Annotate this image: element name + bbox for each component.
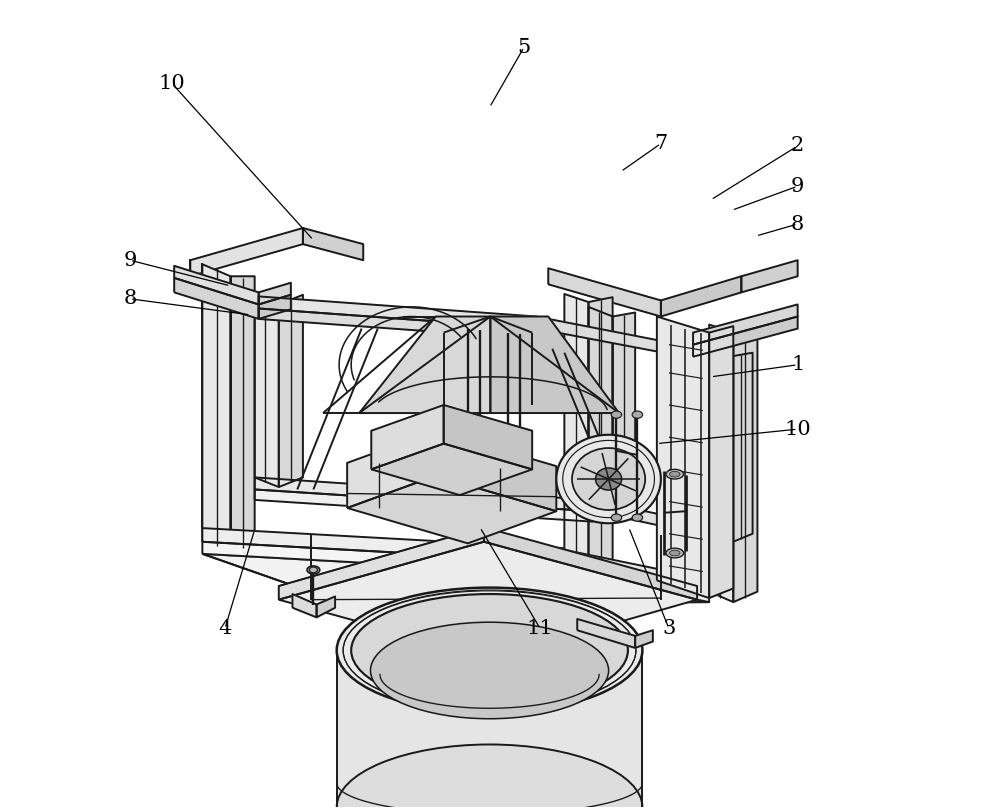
Polygon shape — [337, 650, 642, 808]
Polygon shape — [657, 317, 709, 598]
Polygon shape — [259, 295, 291, 319]
Polygon shape — [548, 268, 661, 317]
Ellipse shape — [632, 514, 643, 522]
Polygon shape — [436, 431, 556, 511]
Ellipse shape — [351, 594, 628, 706]
Text: 10: 10 — [158, 74, 185, 92]
Polygon shape — [444, 405, 532, 469]
Polygon shape — [255, 489, 593, 522]
Polygon shape — [588, 297, 613, 573]
Polygon shape — [371, 405, 444, 469]
Polygon shape — [279, 542, 697, 659]
Ellipse shape — [666, 548, 684, 558]
Ellipse shape — [572, 448, 645, 510]
Polygon shape — [202, 264, 231, 554]
Text: 8: 8 — [123, 289, 137, 309]
Polygon shape — [347, 431, 436, 508]
Polygon shape — [706, 348, 729, 544]
Polygon shape — [729, 352, 753, 544]
Polygon shape — [741, 260, 798, 292]
Polygon shape — [733, 328, 757, 602]
Polygon shape — [259, 309, 536, 339]
Polygon shape — [190, 228, 303, 276]
Polygon shape — [661, 276, 741, 317]
Text: 2: 2 — [791, 136, 804, 156]
Text: 5: 5 — [518, 37, 531, 57]
Polygon shape — [231, 276, 255, 554]
Polygon shape — [359, 317, 490, 413]
Ellipse shape — [596, 468, 622, 490]
Polygon shape — [292, 594, 317, 617]
Polygon shape — [259, 296, 536, 329]
Polygon shape — [202, 542, 564, 574]
Text: 4: 4 — [218, 619, 232, 638]
Polygon shape — [255, 477, 593, 511]
Ellipse shape — [632, 411, 643, 418]
Ellipse shape — [611, 514, 622, 522]
Polygon shape — [693, 305, 798, 345]
Ellipse shape — [670, 550, 680, 556]
Polygon shape — [593, 500, 705, 535]
Text: 11: 11 — [527, 619, 554, 638]
Text: 3: 3 — [662, 619, 676, 638]
Ellipse shape — [556, 435, 661, 523]
Text: 9: 9 — [123, 251, 137, 270]
Polygon shape — [484, 527, 697, 599]
Text: 7: 7 — [654, 134, 668, 153]
Polygon shape — [564, 294, 588, 573]
Ellipse shape — [370, 622, 609, 718]
Polygon shape — [564, 550, 709, 591]
Polygon shape — [279, 527, 484, 599]
Ellipse shape — [309, 567, 317, 573]
Ellipse shape — [611, 411, 622, 418]
Polygon shape — [490, 317, 619, 413]
Polygon shape — [174, 278, 259, 319]
Polygon shape — [279, 295, 303, 487]
Polygon shape — [303, 228, 363, 260]
Polygon shape — [202, 528, 564, 562]
Ellipse shape — [666, 469, 684, 479]
Text: 1: 1 — [791, 356, 804, 374]
Ellipse shape — [307, 566, 320, 574]
Polygon shape — [709, 325, 733, 602]
Ellipse shape — [337, 587, 642, 713]
Text: 8: 8 — [791, 215, 804, 233]
Polygon shape — [577, 619, 635, 648]
Text: 10: 10 — [784, 420, 811, 439]
Ellipse shape — [670, 471, 680, 477]
Polygon shape — [255, 295, 279, 487]
Polygon shape — [371, 444, 532, 495]
Polygon shape — [174, 266, 259, 305]
Polygon shape — [588, 307, 613, 509]
Polygon shape — [347, 475, 556, 544]
Text: 9: 9 — [791, 177, 804, 196]
Polygon shape — [259, 283, 291, 305]
Polygon shape — [709, 326, 733, 598]
Polygon shape — [564, 562, 709, 602]
Polygon shape — [613, 313, 635, 509]
Polygon shape — [693, 317, 798, 356]
Polygon shape — [202, 554, 709, 604]
Polygon shape — [635, 630, 653, 648]
Polygon shape — [317, 596, 335, 617]
Polygon shape — [536, 317, 693, 358]
Ellipse shape — [337, 744, 642, 810]
